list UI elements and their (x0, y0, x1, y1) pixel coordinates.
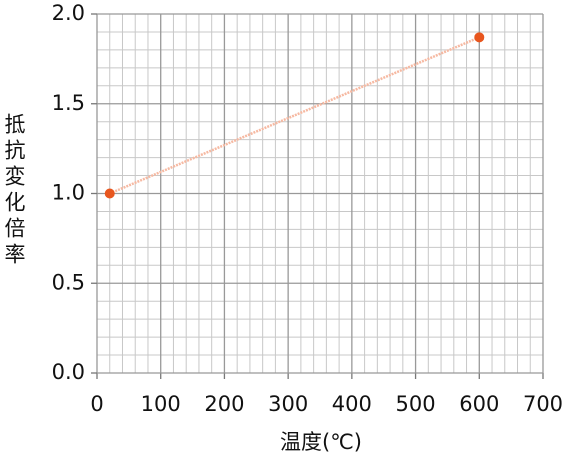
y-tick-label: 2.0 (52, 1, 85, 25)
y-tick-label: 1.0 (52, 181, 85, 205)
x-tick-label: 100 (141, 392, 181, 416)
x-tick-label: 700 (523, 392, 563, 416)
x-tick-label: 600 (459, 392, 499, 416)
x-tick-label: 500 (396, 392, 436, 416)
x-axis-label: 温度(℃) (280, 430, 362, 454)
data-point (474, 32, 485, 43)
y-tick-label: 0.0 (52, 360, 85, 384)
y-axis-label: 抵抗変化倍率 (2, 113, 26, 269)
x-tick-label: 300 (268, 392, 308, 416)
y-tick-label: 1.5 (52, 91, 85, 115)
x-tick-label: 200 (204, 392, 244, 416)
x-tick-label: 400 (332, 392, 372, 416)
y-tick-label: 0.5 (52, 270, 85, 294)
series-line (109, 36, 480, 195)
x-tick-label: 0 (90, 392, 103, 416)
data-point (104, 188, 115, 199)
